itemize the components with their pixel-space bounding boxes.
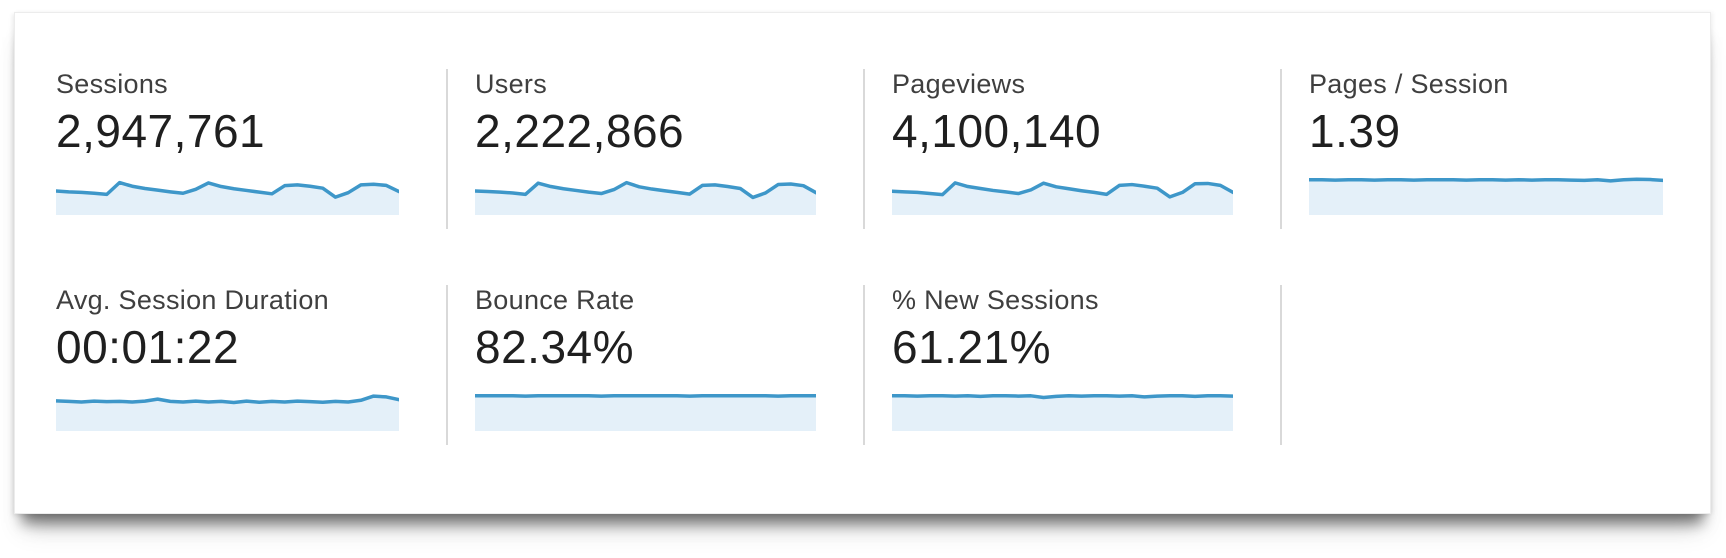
avg-session-duration-sparkline-chart <box>56 391 399 431</box>
metric-value: 2,222,866 <box>475 105 685 157</box>
metric-card-avg-session-duration[interactable]: Avg. Session Duration 00:01:22 <box>15 285 446 445</box>
metric-value: 00:01:22 <box>56 321 240 373</box>
metric-value: 1.39 <box>1309 105 1401 157</box>
pages-per-session-sparkline-chart <box>1309 175 1663 215</box>
metrics-panel: Sessions 2,947,761 Users 2,222,866 Pagev… <box>14 12 1711 514</box>
metric-label: Bounce Rate <box>475 285 635 315</box>
metric-value: 61.21% <box>892 321 1052 373</box>
metric-card-sessions[interactable]: Sessions 2,947,761 <box>15 69 446 229</box>
metrics-grid: Sessions 2,947,761 Users 2,222,866 Pagev… <box>15 13 1710 445</box>
metric-value: 2,947,761 <box>56 105 266 157</box>
metric-label: Pages / Session <box>1309 69 1509 99</box>
metric-card-pageviews[interactable]: Pageviews 4,100,140 <box>863 69 1280 229</box>
pageviews-sparkline-chart <box>892 175 1233 215</box>
metric-label: Sessions <box>56 69 168 99</box>
empty-grid-cell <box>1280 285 1710 445</box>
metric-card-new-sessions[interactable]: % New Sessions 61.21% <box>863 285 1280 445</box>
sessions-sparkline-chart <box>56 175 399 215</box>
metric-card-bounce-rate[interactable]: Bounce Rate 82.34% <box>446 285 863 445</box>
metric-card-users[interactable]: Users 2,222,866 <box>446 69 863 229</box>
bounce-rate-sparkline-chart <box>475 391 816 431</box>
metric-label: % New Sessions <box>892 285 1099 315</box>
metric-value: 82.34% <box>475 321 635 373</box>
new-sessions-sparkline-chart <box>892 391 1233 431</box>
metric-value: 4,100,140 <box>892 105 1102 157</box>
metric-card-pages-per-session[interactable]: Pages / Session 1.39 <box>1280 69 1710 229</box>
metric-label: Avg. Session Duration <box>56 285 329 315</box>
metric-label: Users <box>475 69 548 99</box>
metric-label: Pageviews <box>892 69 1026 99</box>
users-sparkline-chart <box>475 175 816 215</box>
